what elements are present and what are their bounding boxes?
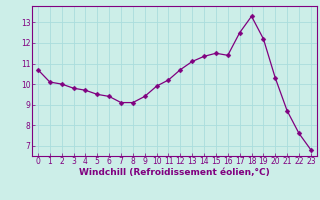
X-axis label: Windchill (Refroidissement éolien,°C): Windchill (Refroidissement éolien,°C): [79, 168, 270, 177]
